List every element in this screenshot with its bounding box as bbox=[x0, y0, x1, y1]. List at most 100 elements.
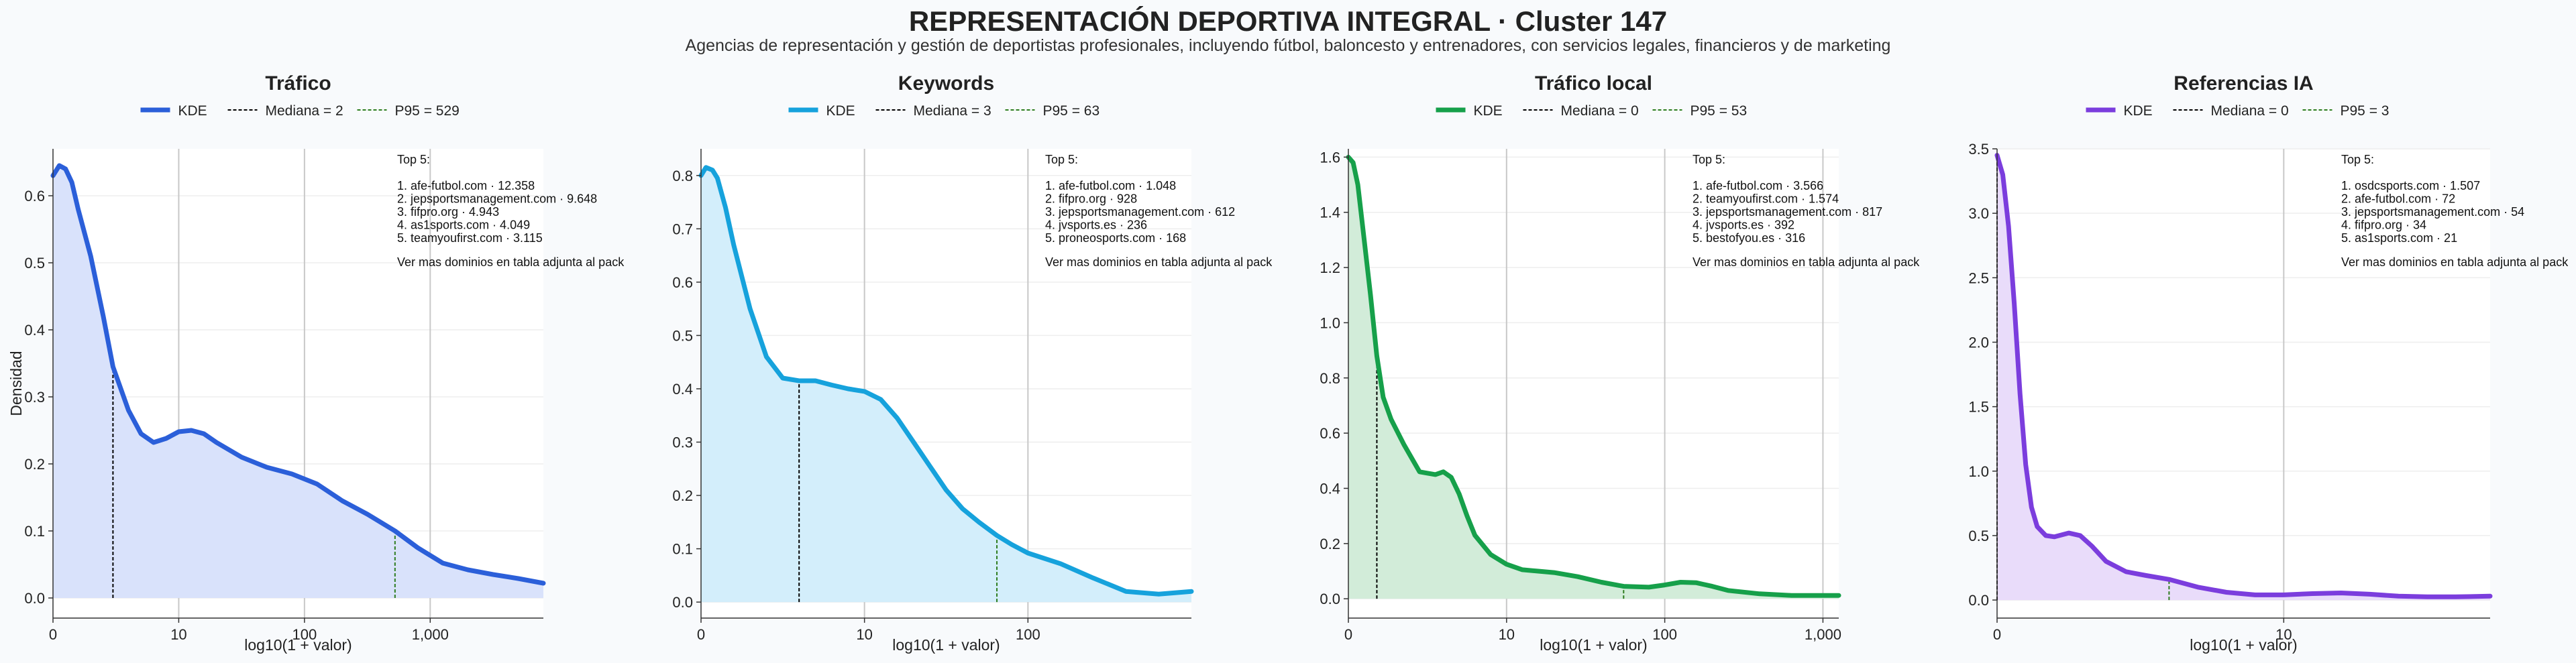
legend-kde-label: KDE bbox=[178, 103, 207, 119]
annotation-footer: Ver mas dominios en tabla adjunta al pac… bbox=[1693, 255, 1920, 269]
legend-kde-label: KDE bbox=[2124, 103, 2153, 119]
legend-p95-label: P95 = 53 bbox=[1690, 103, 1748, 119]
x-tick-label: 0 bbox=[49, 626, 57, 643]
panel-title: Tráfico bbox=[265, 72, 331, 95]
annotation-item: 1. afe-futbol.com · 1.048 bbox=[1045, 179, 1176, 192]
y-tick-label: 1.0 bbox=[1968, 463, 1989, 480]
chart-trafico-local: 0.0 0.2 0.4 0.6 0.8 1.0 1.2 1.4 1.6 0 10 100 1,000 lo… bbox=[1320, 72, 1920, 654]
annotation-item: 4. as1sports.com · 4.049 bbox=[397, 219, 530, 232]
x-tick-label: 1,000 bbox=[412, 626, 449, 643]
annotation-header: Top 5: bbox=[1045, 153, 1078, 166]
y-tick-label: 2.0 bbox=[1968, 334, 1989, 351]
annotation-item: 4. fifpro.org · 34 bbox=[2341, 219, 2426, 232]
x-tick-label: 100 bbox=[1652, 626, 1677, 643]
page-subtitle: Agencias de representación y gestión de … bbox=[685, 36, 1891, 55]
y-tick-label: 1.5 bbox=[1968, 399, 1989, 416]
y-tick-label: 3.0 bbox=[1968, 205, 1989, 222]
kde-area bbox=[701, 167, 1191, 603]
annotation-item: 4. jvsports.es · 236 bbox=[1045, 219, 1147, 232]
y-tick-label: 0.5 bbox=[1968, 528, 1989, 544]
annotation-item: 5. teamyoufirst.com · 3.115 bbox=[397, 231, 543, 245]
y-tick-label: 0.1 bbox=[24, 523, 45, 540]
y-tick-label: 0.8 bbox=[672, 168, 693, 184]
legend-kde-label: KDE bbox=[826, 103, 855, 119]
kde-line bbox=[1346, 154, 1841, 598]
legend-p95-label: P95 = 3 bbox=[2341, 103, 2390, 119]
legend-median-label: Mediana = 0 bbox=[2211, 103, 2289, 119]
chart-trafico: 0.0 0.1 0.2 0.3 0.4 0.5 0.6 0 10 100 1,000 log10(1 … bbox=[7, 72, 625, 654]
y-tick-label: 1.6 bbox=[1320, 149, 1340, 166]
annotation-item: 4. jvsports.es · 392 bbox=[1693, 219, 1794, 232]
y-tick-label: 0.3 bbox=[672, 434, 693, 451]
annotation-item: 1. afe-futbol.com · 12.358 bbox=[397, 179, 535, 192]
annotation-header: Top 5: bbox=[2341, 153, 2374, 166]
legend-median-label: Mediana = 3 bbox=[914, 103, 991, 119]
y-tick-label: 1.2 bbox=[1320, 259, 1340, 276]
y-tick-label: 1.0 bbox=[1320, 314, 1340, 331]
y-tick-label: 3.5 bbox=[1968, 141, 1989, 158]
x-tick-label: 10 bbox=[170, 626, 186, 643]
kde-line bbox=[50, 163, 546, 586]
y-tick-label: 2.5 bbox=[1968, 269, 1989, 286]
x-tick-label: 0 bbox=[1344, 626, 1352, 643]
y-tick-label: 0.7 bbox=[672, 221, 693, 237]
annotation-item: 2. fifpro.org · 928 bbox=[1045, 192, 1137, 206]
legend-p95-label: P95 = 63 bbox=[1043, 103, 1100, 119]
x-tick-label: 10 bbox=[856, 626, 872, 643]
kde-area bbox=[53, 166, 543, 598]
y-tick-label: 0.4 bbox=[1320, 480, 1340, 497]
annotation-item: 3. jepsportsmanagement.com · 612 bbox=[1045, 205, 1235, 219]
panel-title: Keywords bbox=[898, 72, 994, 95]
page-title: REPRESENTACIÓN DEPORTIVA INTEGRAL · Clus… bbox=[908, 5, 1668, 37]
y-tick-label: 0.0 bbox=[1320, 591, 1340, 607]
y-axis-label: Densidad bbox=[7, 351, 25, 416]
x-tick-label: 1,000 bbox=[1805, 626, 1841, 643]
y-tick-label: 0.1 bbox=[672, 541, 693, 558]
y-tick-label: 1.4 bbox=[1320, 204, 1340, 221]
y-tick-label: 0.6 bbox=[1320, 425, 1340, 442]
x-tick-label: 100 bbox=[292, 626, 317, 643]
annotation-header: Top 5: bbox=[397, 153, 430, 166]
annotation-item: 5. as1sports.com · 21 bbox=[2341, 231, 2457, 245]
annotation-item: 1. afe-futbol.com · 3.566 bbox=[1693, 179, 1823, 192]
x-tick-label: 10 bbox=[1499, 626, 1515, 643]
y-tick-label: 0.2 bbox=[1320, 536, 1340, 552]
y-tick-label: 0.0 bbox=[24, 590, 45, 607]
y-tick-label: 0.2 bbox=[24, 456, 45, 473]
legend-p95-label: P95 = 529 bbox=[395, 103, 460, 119]
annotation-item: 5. proneosports.com · 168 bbox=[1045, 231, 1186, 245]
annotation-item: 1. osdcsports.com · 1.507 bbox=[2341, 179, 2480, 192]
chart-keywords: 0.0 0.1 0.2 0.3 0.4 0.5 0.6 0.7 0.8 0 10 100 log10(1… bbox=[672, 72, 1273, 654]
x-axis-label: log10(1 + valor) bbox=[2190, 636, 2297, 654]
y-tick-label: 0.3 bbox=[24, 389, 45, 406]
panel-title: Tráfico local bbox=[1535, 72, 1652, 95]
y-tick-label: 0.6 bbox=[672, 274, 693, 291]
annotation-header: Top 5: bbox=[1693, 153, 1725, 166]
kde-area bbox=[1997, 155, 2490, 601]
annotation-item: 2. afe-futbol.com · 72 bbox=[2341, 192, 2455, 206]
kde-line bbox=[1994, 153, 2493, 599]
y-tick-label: 0.2 bbox=[672, 487, 693, 504]
kde-area bbox=[1348, 157, 1839, 599]
y-tick-label: 0.8 bbox=[1320, 370, 1340, 387]
x-axis-label: log10(1 + valor) bbox=[1540, 636, 1647, 654]
annotation-item: 2. jepsportsmanagement.com · 9.648 bbox=[397, 192, 597, 206]
legend-kde-label: KDE bbox=[1474, 103, 1503, 119]
annotation-footer: Ver mas dominios en tabla adjunta al pac… bbox=[2341, 255, 2569, 269]
annotation-item: 5. bestofyou.es · 316 bbox=[1693, 231, 1805, 245]
y-tick-label: 0.5 bbox=[24, 255, 45, 272]
annotation-item: 3. jepsportsmanagement.com · 54 bbox=[2341, 205, 2524, 219]
x-axis-label: log10(1 + valor) bbox=[892, 636, 1000, 654]
x-tick-label: 0 bbox=[1993, 626, 2001, 643]
kde-line bbox=[698, 165, 1194, 597]
y-tick-label: 0.4 bbox=[24, 322, 45, 339]
y-tick-label: 0.4 bbox=[672, 381, 693, 398]
annotation-item: 2. teamyoufirst.com · 1.574 bbox=[1693, 192, 1839, 206]
panel-title: Referencias IA bbox=[2174, 72, 2313, 95]
x-tick-label: 10 bbox=[2275, 626, 2292, 643]
x-tick-label: 100 bbox=[1016, 626, 1040, 643]
annotation-item: 3. jepsportsmanagement.com · 817 bbox=[1693, 205, 1882, 219]
y-tick-label: 0.0 bbox=[672, 594, 693, 611]
x-tick-label: 0 bbox=[697, 626, 705, 643]
